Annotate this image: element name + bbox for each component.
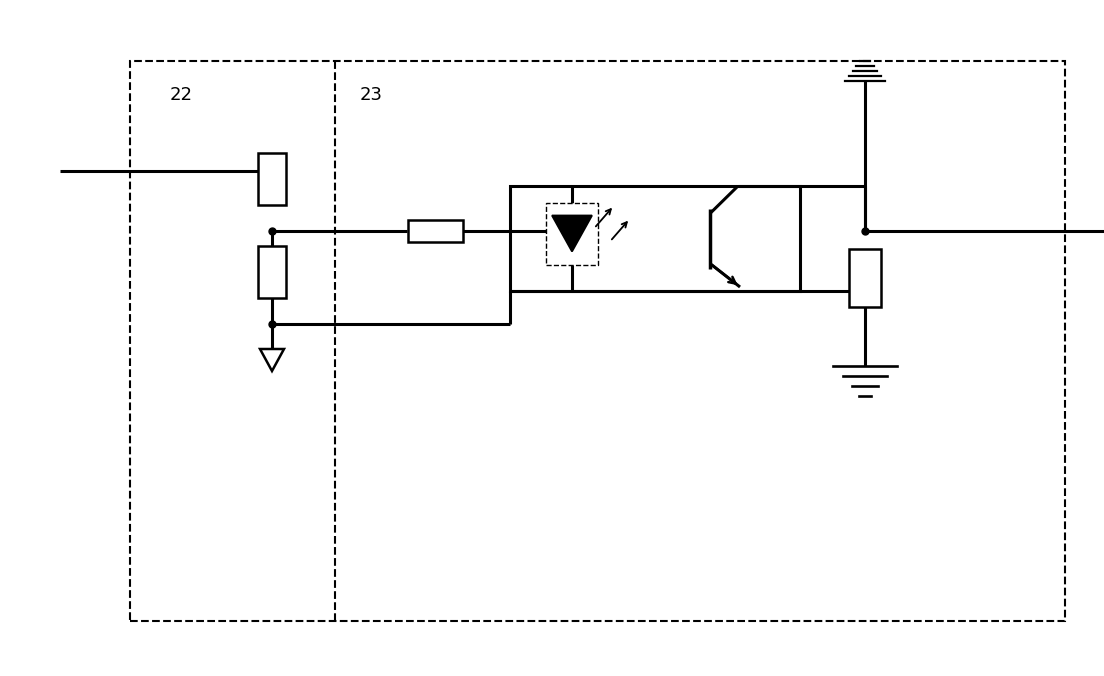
Bar	[510, 186, 800, 291]
Bar	[258, 153, 286, 205]
Text: 23: 23	[360, 86, 383, 104]
Polygon shape	[261, 349, 284, 371]
Bar	[258, 246, 286, 298]
Polygon shape	[552, 216, 592, 251]
Bar	[849, 249, 881, 307]
Bar	[407, 220, 463, 242]
Text: 22: 22	[170, 86, 193, 104]
Bar	[130, 61, 1065, 621]
Bar	[546, 203, 598, 264]
